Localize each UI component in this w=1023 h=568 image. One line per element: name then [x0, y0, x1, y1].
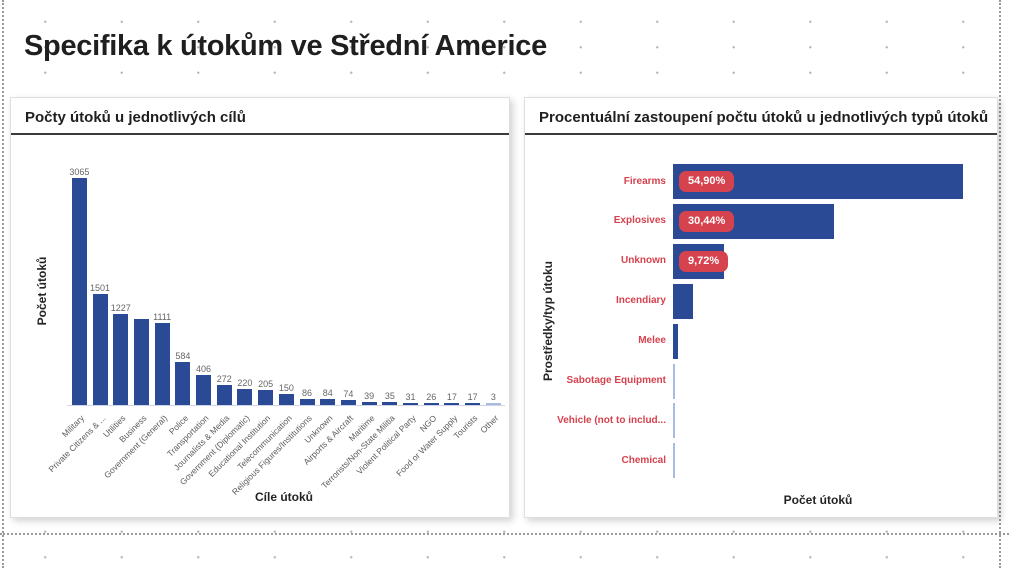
- data-label-pill: 9,72%: [679, 250, 729, 272]
- canvas-left-boundary: [2, 0, 4, 568]
- title-divider: [525, 133, 997, 135]
- targets-x-axis-title: Cíle útoků: [254, 490, 313, 504]
- chart-bar[interactable]: [673, 323, 678, 359]
- chart-bar[interactable]: [444, 403, 460, 405]
- chart-bar[interactable]: [237, 388, 253, 405]
- value-label: 3065: [69, 167, 90, 177]
- targets-by-count-card: Počty útoků u jednotlivých cílů Počet út…: [10, 97, 510, 518]
- value-label: 584: [175, 350, 191, 361]
- attack-type-percentage-card: Procentuální zastoupení počtu útoků u je…: [524, 97, 998, 518]
- value-label: 406: [196, 363, 212, 374]
- value-label: 17: [467, 392, 478, 403]
- chart-bar[interactable]: [216, 384, 232, 405]
- category-label: Explosives: [613, 215, 666, 227]
- chart-bar[interactable]: [361, 402, 377, 405]
- value-label: 150: [278, 382, 294, 393]
- chart-bar[interactable]: [382, 402, 398, 405]
- attack-types-bar-plot: Firearms 54,90% Explosives 30,44% Unknown 9,7…: [525, 164, 999, 484]
- value-label: 26: [426, 392, 437, 403]
- category-label: Other: [478, 413, 501, 436]
- data-label-pill: 54,90%: [679, 171, 735, 192]
- category-label: Chemical: [621, 454, 666, 466]
- value-label: 84: [322, 387, 333, 398]
- data-label-pill: 30,44%: [679, 210, 735, 232]
- category-label: Unknown: [621, 255, 666, 267]
- value-label: 1501: [90, 282, 111, 293]
- category-label: Firearms: [623, 175, 666, 187]
- canvas-bottom-boundary: [0, 533, 1009, 535]
- category-label: Sabotage Equipment: [566, 375, 666, 386]
- chart-bar[interactable]: [92, 293, 108, 405]
- category-label: Melee: [638, 335, 666, 347]
- chart-bar[interactable]: [423, 403, 439, 405]
- value-label: 31: [405, 391, 416, 402]
- title-divider: [11, 133, 509, 135]
- page-title: Specifika k útokům ve Střední Americe: [24, 30, 547, 62]
- targets-chart-title: Počty útoků u jednotlivých cílů: [25, 109, 246, 126]
- chart-bar[interactable]: [258, 389, 274, 405]
- targets-category-axis: Military Private Citizens & ... Utilities B…: [46, 408, 501, 497]
- chart-bar[interactable]: [673, 363, 675, 399]
- value-label: 74: [343, 388, 354, 399]
- targets-y-axis-title: Počet útoků: [35, 256, 49, 326]
- chart-bar[interactable]: [403, 402, 419, 405]
- chart-bar[interactable]: [320, 398, 336, 405]
- chart-bar[interactable]: [340, 399, 356, 405]
- category-label: Incendiary: [615, 295, 666, 307]
- chart-bar[interactable]: [485, 403, 501, 405]
- chart-bar[interactable]: [299, 398, 315, 405]
- value-label: 39: [364, 391, 375, 402]
- value-label: 1227: [110, 303, 131, 314]
- chart-bar[interactable]: [673, 403, 675, 439]
- chart-bar[interactable]: [154, 322, 170, 405]
- attack-types-chart-title: Procentuální zastoupení počtu útoků u je…: [539, 109, 989, 126]
- value-label: 17: [446, 392, 457, 403]
- category-label: Vehicle (not to includ...: [557, 414, 666, 426]
- value-label: 272: [216, 373, 232, 384]
- value-label: 220: [237, 377, 253, 388]
- targets-x-axis-line: [67, 405, 505, 406]
- value-label: 205: [258, 378, 274, 389]
- targets-bar-plot: 3065 1501 1227 1111 584 406 272 220 205 150 86 84 74…: [69, 167, 501, 405]
- chart-bar[interactable]: [175, 361, 191, 405]
- value-label: 35: [384, 391, 395, 402]
- chart-bar[interactable]: [673, 443, 675, 479]
- chart-bar[interactable]: [278, 393, 294, 405]
- chart-bar[interactable]: [673, 283, 694, 319]
- value-label: 3: [490, 392, 496, 403]
- chart-bar[interactable]: [71, 178, 87, 405]
- chart-bar[interactable]: [196, 374, 212, 405]
- chart-bar[interactable]: [133, 319, 149, 405]
- chart-bar[interactable]: [113, 314, 129, 405]
- attack-types-x-axis-title: Počet útoků: [783, 493, 853, 507]
- chart-bar[interactable]: [465, 403, 481, 405]
- value-label: 86: [302, 387, 313, 398]
- canvas-right-boundary: [999, 0, 1001, 568]
- value-label: 1111: [153, 311, 172, 322]
